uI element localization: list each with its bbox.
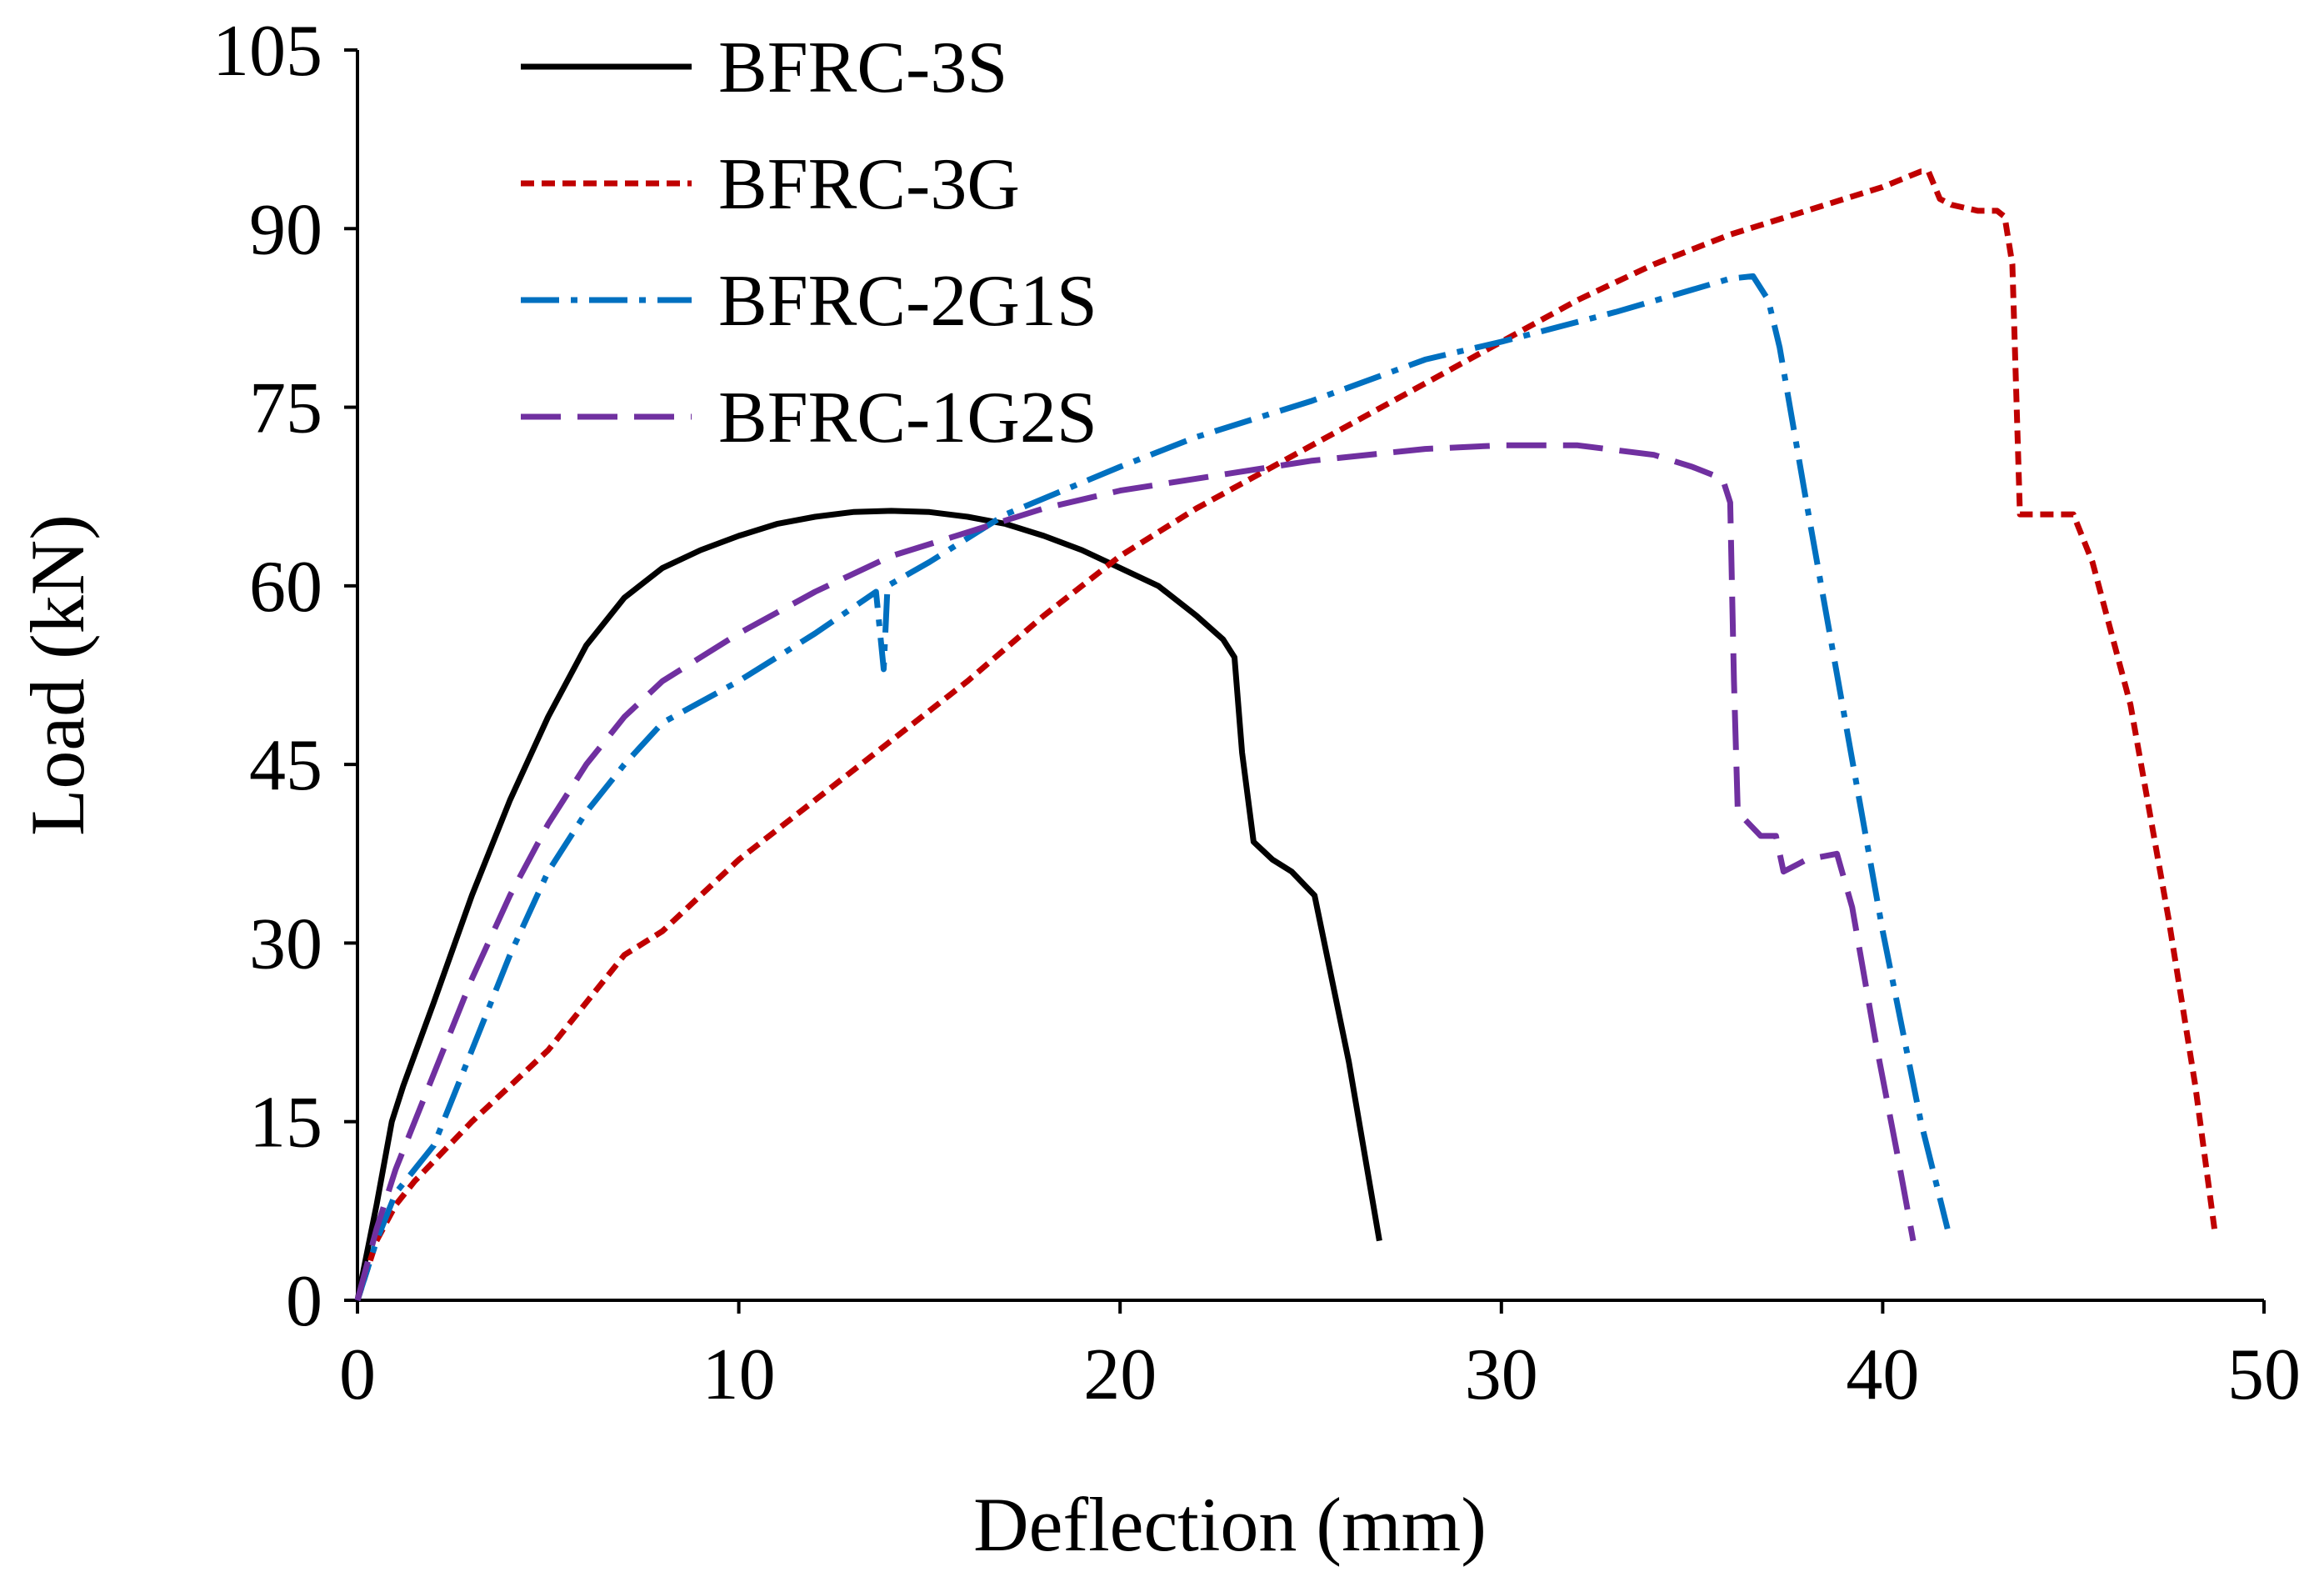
y-tick-label: 75: [249, 368, 322, 449]
legend-label: BFRC-3G: [718, 144, 1020, 225]
series-line-bfrc-3g: [354, 168, 2217, 1302]
series-line-bfrc-3s: [354, 508, 1382, 1301]
y-tick-label: 0: [286, 1261, 322, 1342]
x-tick-label: 40: [1846, 1334, 1919, 1415]
x-tick-label: 50: [2227, 1334, 2301, 1415]
plot-area: 0 10 20 30 40 50 0 15 30 45 60 75 90 105: [212, 11, 2301, 1415]
series-line-bfrc-2g1s: [354, 273, 1951, 1302]
y-tick-label: 30: [249, 904, 322, 984]
y-tick-label: 45: [249, 725, 322, 806]
legend-label: BFRC-1G2S: [718, 378, 1097, 458]
y-tick-label: 90: [249, 189, 322, 270]
y-axis-title: Load (kN): [15, 514, 100, 836]
legend-label: BFRC-2G1S: [718, 261, 1097, 342]
x-tick-label: 30: [1465, 1334, 1538, 1415]
y-tick-label: 105: [212, 11, 322, 92]
y-tick-label: 60: [249, 547, 322, 628]
legend-label: BFRC-3S: [718, 28, 1007, 108]
x-ticks: 0 10 20 30 40 50: [339, 1300, 2301, 1415]
y-ticks: 0 15 30 45 60 75 90 105: [212, 11, 357, 1342]
x-tick-label: 0: [339, 1334, 376, 1415]
y-tick-label: 15: [249, 1083, 322, 1164]
x-axis-title: Deflection (mm): [973, 1482, 1487, 1567]
x-tick-label: 20: [1083, 1334, 1157, 1415]
legend: BFRC-3S BFRC-3G BFRC-2G1S BFRC-1G2S: [521, 28, 1097, 458]
series-line-bfrc-1g2s: [354, 442, 1917, 1301]
x-tick-label: 10: [702, 1334, 776, 1415]
series-lines: [354, 168, 2217, 1302]
